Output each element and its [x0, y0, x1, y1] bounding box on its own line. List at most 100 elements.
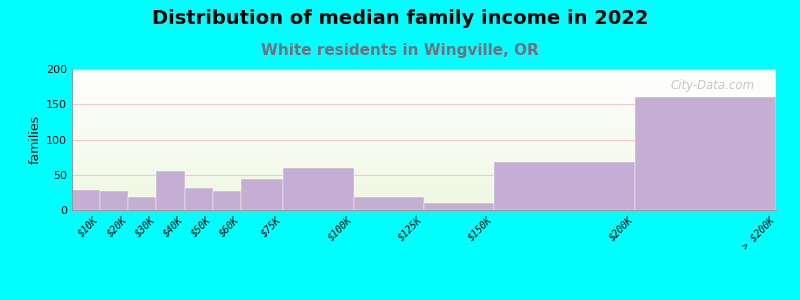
- Bar: [72, 179, 776, 180]
- Bar: [72, 167, 776, 168]
- Bar: [72, 186, 776, 187]
- Bar: [72, 200, 776, 201]
- Bar: [72, 184, 776, 185]
- Bar: [72, 82, 776, 83]
- Bar: [100, 191, 128, 210]
- Bar: [72, 190, 776, 191]
- Bar: [72, 149, 776, 150]
- Bar: [72, 93, 776, 94]
- Bar: [72, 144, 776, 145]
- Bar: [72, 70, 776, 71]
- Bar: [72, 117, 776, 118]
- Bar: [72, 98, 776, 99]
- Bar: [72, 177, 776, 178]
- Bar: [72, 190, 100, 210]
- Bar: [72, 134, 776, 135]
- Bar: [72, 171, 776, 172]
- Bar: [72, 181, 776, 182]
- Bar: [72, 180, 776, 181]
- Bar: [72, 140, 776, 141]
- Bar: [72, 122, 776, 123]
- Bar: [72, 157, 776, 158]
- Bar: [72, 204, 776, 205]
- Bar: [72, 75, 776, 76]
- Bar: [72, 153, 776, 154]
- Bar: [72, 112, 776, 113]
- Bar: [185, 188, 213, 210]
- Bar: [72, 119, 776, 120]
- Bar: [72, 95, 776, 96]
- Bar: [72, 152, 776, 153]
- Bar: [72, 108, 776, 109]
- Bar: [72, 151, 776, 152]
- Bar: [72, 163, 776, 164]
- Bar: [72, 87, 776, 88]
- Bar: [72, 126, 776, 127]
- Bar: [72, 130, 776, 131]
- Bar: [72, 197, 776, 198]
- Bar: [72, 193, 776, 194]
- Bar: [72, 169, 776, 170]
- Bar: [283, 168, 354, 210]
- Bar: [72, 118, 776, 119]
- Bar: [157, 170, 185, 210]
- Bar: [72, 78, 776, 79]
- Bar: [72, 165, 776, 166]
- Bar: [72, 107, 776, 108]
- Bar: [354, 196, 424, 210]
- Bar: [72, 125, 776, 126]
- Bar: [72, 71, 776, 72]
- Bar: [72, 106, 776, 107]
- Bar: [72, 90, 776, 91]
- Bar: [72, 137, 776, 138]
- Bar: [72, 115, 776, 116]
- Bar: [72, 121, 776, 122]
- Bar: [72, 129, 776, 130]
- Bar: [72, 192, 776, 193]
- Bar: [72, 139, 776, 140]
- Bar: [72, 96, 776, 97]
- Bar: [72, 206, 776, 207]
- Bar: [72, 143, 776, 144]
- Bar: [72, 113, 776, 114]
- Bar: [72, 145, 776, 146]
- Text: White residents in Wingville, OR: White residents in Wingville, OR: [261, 44, 539, 59]
- Bar: [72, 164, 776, 165]
- Bar: [72, 94, 776, 95]
- Bar: [72, 102, 776, 103]
- Text: Distribution of median family income in 2022: Distribution of median family income in …: [152, 9, 648, 28]
- Bar: [72, 187, 776, 188]
- Bar: [72, 136, 776, 137]
- Bar: [72, 86, 776, 87]
- Bar: [72, 208, 776, 209]
- Bar: [72, 189, 776, 190]
- Bar: [72, 128, 776, 129]
- Bar: [72, 201, 776, 202]
- Bar: [72, 159, 776, 160]
- Bar: [72, 89, 776, 90]
- Bar: [72, 76, 776, 77]
- Bar: [72, 148, 776, 149]
- Bar: [72, 198, 776, 199]
- Bar: [72, 101, 776, 102]
- Bar: [72, 131, 776, 132]
- Bar: [72, 124, 776, 125]
- Bar: [72, 154, 776, 155]
- Bar: [241, 179, 283, 210]
- Bar: [72, 196, 776, 197]
- Bar: [128, 196, 157, 210]
- Bar: [72, 176, 776, 177]
- Bar: [72, 191, 776, 192]
- Bar: [72, 105, 776, 106]
- Bar: [72, 162, 776, 163]
- Bar: [72, 174, 776, 175]
- Bar: [72, 175, 776, 176]
- Bar: [72, 160, 776, 161]
- Bar: [72, 81, 776, 82]
- Bar: [72, 103, 776, 104]
- Bar: [72, 194, 776, 195]
- Bar: [72, 207, 776, 208]
- Bar: [72, 182, 776, 183]
- Bar: [72, 172, 776, 173]
- Bar: [72, 97, 776, 98]
